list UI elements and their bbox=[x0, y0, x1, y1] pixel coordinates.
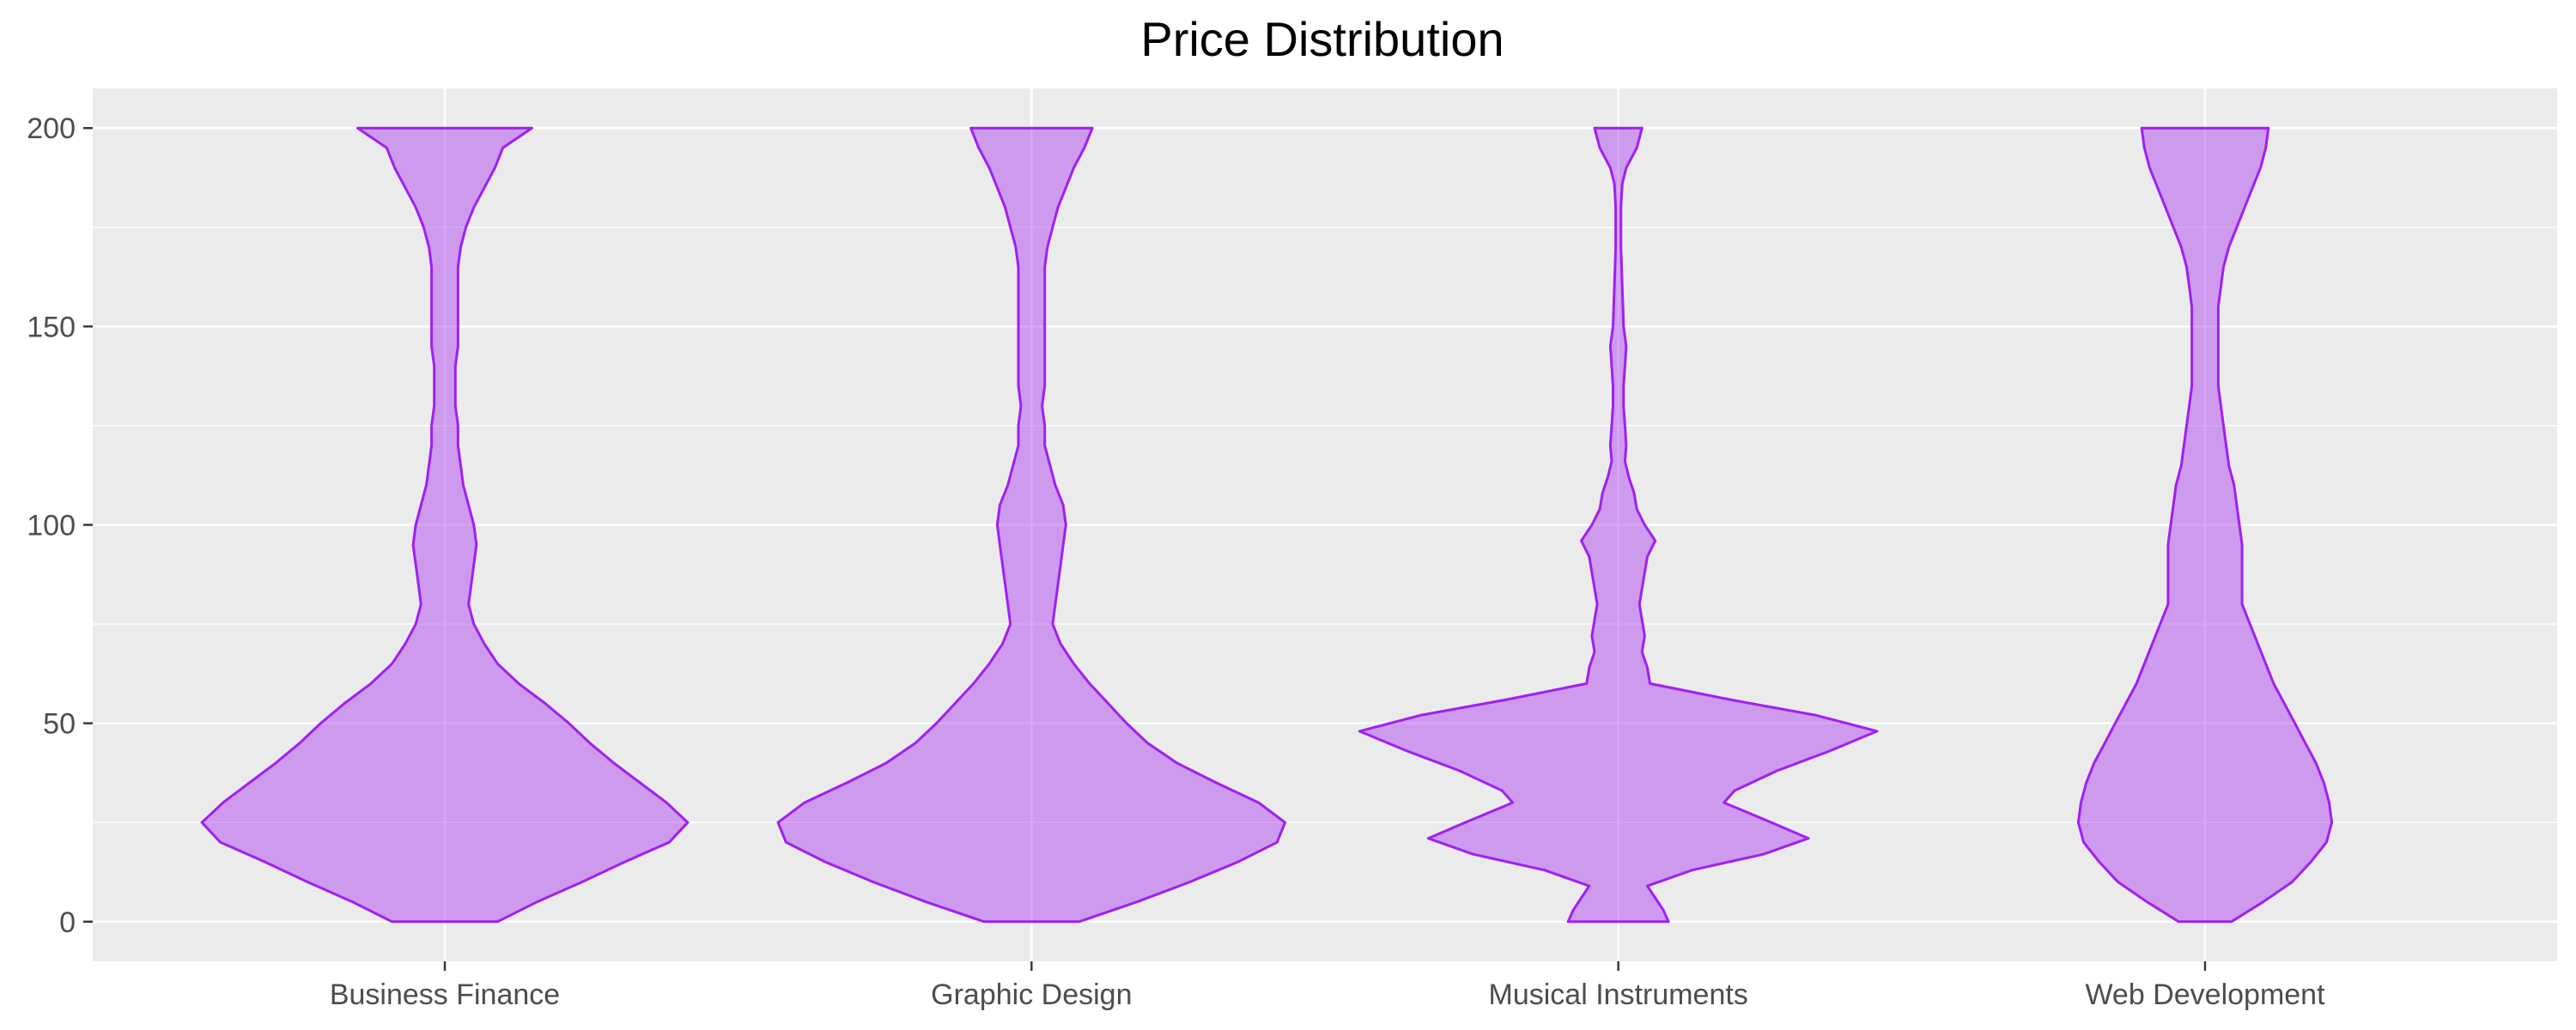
y-tick-label: 50 bbox=[43, 708, 76, 741]
violins bbox=[200, 126, 2334, 924]
axes: 0 50 100 150 200 Business Finance Graphic Desi… bbox=[27, 112, 2325, 1011]
y-tick-label: 150 bbox=[27, 311, 76, 343]
violin-web-development bbox=[2076, 126, 2334, 924]
x-tick-label: Graphic Design bbox=[931, 978, 1132, 1011]
x-tick-label: Business Finance bbox=[330, 978, 560, 1011]
violin-graphic-design bbox=[776, 126, 1286, 924]
x-tick-label: Web Development bbox=[2085, 978, 2325, 1011]
y-tick-label: 200 bbox=[27, 112, 76, 145]
y-tick-label: 0 bbox=[59, 906, 76, 939]
violin-musical-instruments bbox=[1358, 126, 1879, 924]
chart-title: Price Distribution bbox=[1140, 12, 1504, 66]
x-tick-label: Musical Instruments bbox=[1489, 978, 1748, 1011]
violin-business-finance bbox=[200, 126, 690, 924]
y-tick-label: 100 bbox=[27, 510, 76, 542]
